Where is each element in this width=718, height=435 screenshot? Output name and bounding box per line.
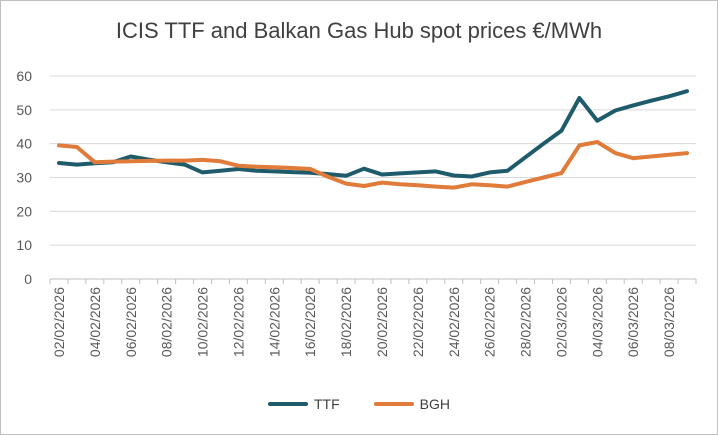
x-axis-ticks: 02/02/2026 04/02/2026 06/02/2026 08/02/2026… [49,279,697,357]
legend-label-bgh: BGH [419,396,450,412]
legend-label-ttf: TTF [314,396,340,412]
y-tick-label: 30 [16,170,32,186]
x-tick-label: 02/02/2026 [51,287,67,357]
x-tick-label: 08/03/2026 [661,287,677,357]
legend-item-bgh: BGH [373,396,450,412]
series-line-bgh [57,140,689,190]
x-tick-label: 12/02/2026 [230,287,246,357]
x-tick-label: 20/02/2026 [374,287,390,357]
y-tick-label: 10 [16,237,32,253]
legend-swatch-ttf [268,402,308,406]
legend-swatch-bgh [373,402,414,406]
x-tick-label: 24/02/2026 [446,287,462,357]
y-axis-ticks: 0 10 20 30 40 50 60 [16,68,32,287]
x-tick-label: 08/02/2026 [159,287,175,357]
x-tick-label: 06/03/2026 [625,287,641,357]
series-lines [57,89,689,190]
x-tick-label: 28/02/2026 [518,287,534,357]
gridlines [50,75,696,280]
x-tick-label: 16/02/2026 [302,287,318,357]
x-tick-label: 22/02/2026 [410,287,426,357]
y-tick-label: 0 [24,271,32,287]
chart-title: ICIS TTF and Balkan Gas Hub spot prices … [115,18,603,43]
series-line-ttf [57,89,689,179]
x-tick-label: 18/02/2026 [338,287,354,357]
legend: TTF BGH [0,396,718,412]
y-tick-label: 60 [16,68,32,84]
x-tick-label: 14/02/2026 [266,287,282,357]
x-tick-label: 26/02/2026 [482,287,498,357]
x-tick-label: 10/02/2026 [195,287,211,357]
x-tick-label: 02/03/2026 [553,287,569,357]
x-tick-label: 06/02/2026 [123,287,139,357]
legend-item-ttf: TTF [268,396,340,412]
x-tick-label: 04/02/2026 [87,287,103,357]
y-tick-label: 40 [16,136,32,152]
x-tick-label: 04/03/2026 [589,287,605,357]
y-tick-label: 20 [16,203,32,219]
y-tick-label: 50 [16,102,32,118]
